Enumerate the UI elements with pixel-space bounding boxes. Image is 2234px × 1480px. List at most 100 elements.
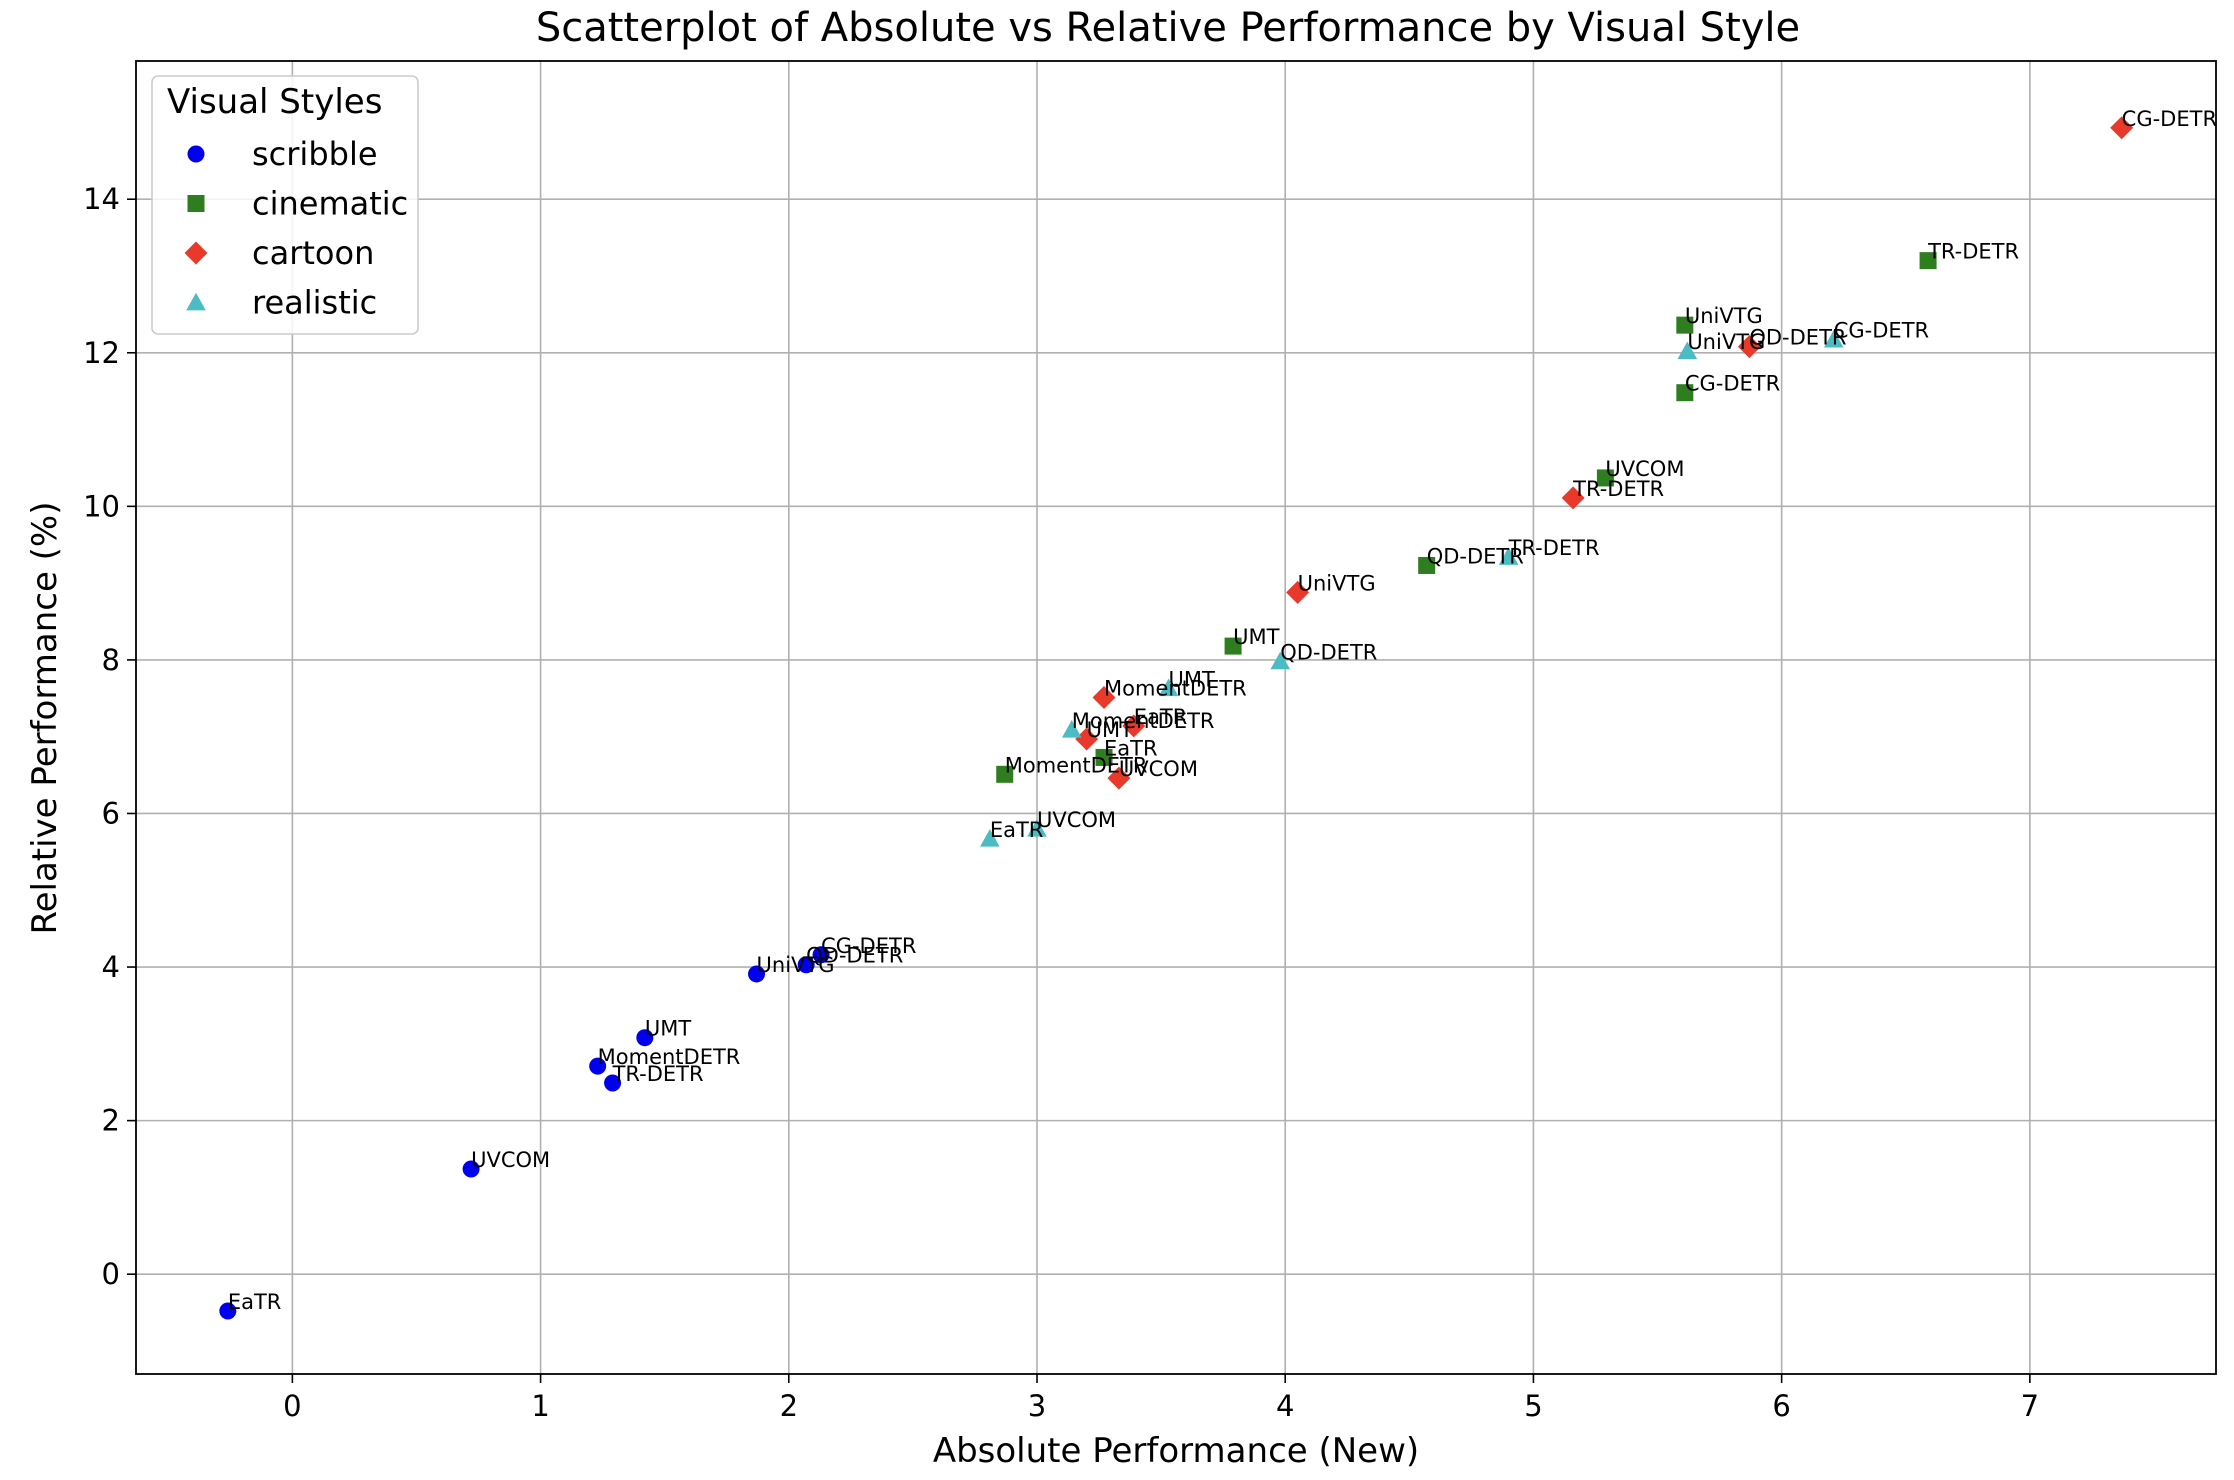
cartoon-point (1561, 486, 1585, 510)
point-label: EaTR (1104, 736, 1158, 760)
y-tick-label: 14 (83, 182, 120, 216)
cartoon-point (1286, 580, 1310, 604)
point-label: UVCOM (1605, 457, 1684, 481)
cartoon-point (1092, 686, 1116, 710)
realistic-point (980, 829, 1000, 847)
realistic-point (1158, 678, 1179, 697)
scribble-point (812, 946, 830, 964)
scribble-point (589, 1057, 607, 1075)
realistic-point (1498, 547, 1519, 565)
legend-box (151, 75, 419, 335)
point-label: EaTR (1134, 705, 1188, 729)
point-label: TR-DETR (1927, 240, 2019, 264)
x-tick-label: 5 (1524, 1389, 1542, 1423)
legend: Visual Styles scribble cinematic cartoon re… (151, 75, 419, 335)
point-label: QD-DETR (1280, 640, 1377, 664)
x-tick-label: 4 (1276, 1389, 1294, 1423)
legend-items: scribble cinematic cartoon realistic (184, 135, 408, 322)
point-label: UMT (1169, 667, 1215, 691)
point-label: MomentDETR (1005, 753, 1148, 777)
scribble-point (462, 1160, 480, 1178)
point-label: CG-DETR (1834, 319, 1929, 343)
legend-label-cartoon: cartoon (252, 234, 374, 272)
realistic-point (1027, 819, 1047, 837)
cartoon-point (1107, 766, 1131, 790)
scribble-point (797, 956, 815, 974)
point-label: TR-DETR (1572, 477, 1664, 501)
legend-marker-realistic (186, 292, 206, 311)
legend-marker-scribble (187, 145, 205, 163)
cartoon-point (1737, 335, 1761, 359)
y-tick-label: 12 (83, 336, 120, 370)
point-label: UVCOM (471, 1148, 550, 1172)
cartoon-point (1075, 727, 1099, 751)
realistic-point (1677, 341, 1698, 360)
scribble-point (636, 1029, 654, 1047)
legend-label-scribble: scribble (252, 135, 378, 173)
cartoon-point (2110, 116, 2134, 140)
realistic-point (1823, 329, 1844, 348)
point-label: UniVTG (1687, 330, 1765, 354)
cinematic-point (1596, 469, 1614, 487)
point-label: UVCOM (1119, 757, 1198, 781)
point-label: TR-DETR (612, 1062, 704, 1086)
scribble-point (219, 1302, 237, 1320)
cinematic-point (1676, 384, 1694, 402)
chart-title: Scatterplot of Absolute vs Relative Perf… (536, 5, 1800, 51)
point-label: EaTR (228, 1290, 282, 1314)
scribble-point (748, 965, 766, 983)
point-label: QD-DETR (1749, 326, 1846, 350)
realistic-point (1061, 720, 1082, 738)
cinematic-point (1418, 556, 1436, 574)
point-label: MomentDETR (598, 1045, 741, 1069)
point-label: UMT (1233, 625, 1279, 649)
y-tick-label: 10 (83, 489, 120, 523)
y-tick-label: 0 (102, 1257, 120, 1291)
cinematic-point (1095, 748, 1113, 766)
data-points (219, 116, 2134, 1320)
point-label: UMT (645, 1017, 691, 1041)
x-tick-label: 0 (283, 1389, 301, 1423)
point-label: QD-DETR (1427, 544, 1524, 568)
legend-title: Visual Styles (167, 82, 382, 122)
x-tick-label: 3 (1028, 1389, 1046, 1423)
legend-label-cinematic: cinematic (252, 185, 408, 223)
y-tick-label: 6 (102, 796, 120, 830)
y-tick-label: 8 (102, 643, 120, 677)
cinematic-point (1224, 637, 1242, 655)
scribble-point (604, 1074, 622, 1092)
point-label: UniVTG (1685, 304, 1763, 328)
point-label: TR-DETR (1508, 536, 1600, 560)
point-label: QD-DETR (806, 944, 903, 968)
y-axis-label: Relative Performance (%) (25, 501, 65, 934)
y-tick-label: 4 (102, 950, 120, 984)
point-label: UniVTG (1298, 571, 1376, 595)
point-label: CG-DETR (1685, 372, 1780, 396)
point-label: EaTR (990, 818, 1044, 842)
x-tick-label: 7 (2021, 1389, 2039, 1423)
point-label: MomentDETR (1072, 709, 1215, 733)
x-tick-label: 1 (531, 1389, 549, 1423)
point-label: UVCOM (1037, 808, 1116, 832)
legend-marker-cinematic (187, 195, 205, 212)
realistic-point (1270, 651, 1291, 670)
x-tick-label: 6 (1772, 1389, 1790, 1423)
point-label: UMT (1087, 718, 1133, 742)
grid-lines (136, 61, 2216, 1374)
point-label: MomentDETR (1104, 677, 1247, 701)
plot-frame (135, 60, 2217, 1375)
y-tick-label: 2 (102, 1104, 120, 1138)
legend-label-realistic: realistic (252, 284, 377, 322)
cinematic-point (996, 765, 1014, 783)
point-labels: EaTRUVCOMMomentDETRTR-DETRUMTUniVTGQD-DE… (228, 107, 2217, 1314)
x-axis-label: Absolute Performance (New) (933, 1431, 1419, 1471)
x-tick-label: 2 (780, 1389, 798, 1423)
cinematic-point (1676, 316, 1694, 334)
cinematic-point (1919, 252, 1937, 270)
point-label: UniVTG (757, 953, 835, 977)
point-label: CG-DETR (821, 934, 916, 958)
legend-marker-cartoon (184, 241, 208, 265)
cartoon-point (1122, 714, 1146, 738)
